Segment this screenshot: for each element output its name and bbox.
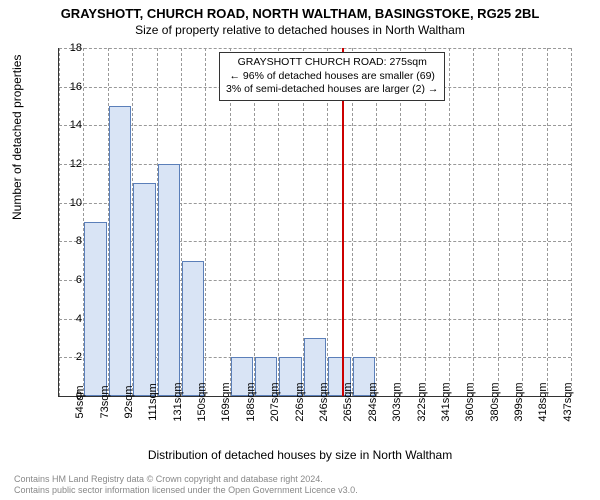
chart-subtitle: Size of property relative to detached ho… <box>0 21 600 37</box>
x-tick-label: 73sqm <box>99 385 111 418</box>
x-tick-label: 150sqm <box>196 382 208 421</box>
grid-line-v <box>571 48 572 396</box>
bar <box>84 222 106 396</box>
footer-line1: Contains HM Land Registry data © Crown c… <box>14 474 358 485</box>
grid-line-v <box>547 48 548 396</box>
grid-line-v <box>59 48 60 396</box>
info-box-line3: 3% of semi-detached houses are larger (2… <box>226 83 438 97</box>
info-box: GRAYSHOTT CHURCH ROAD: 275sqm← 96% of de… <box>219 52 445 101</box>
x-tick-label: 437sqm <box>562 382 574 421</box>
grid-line-v <box>522 48 523 396</box>
x-tick-label: 303sqm <box>391 382 403 421</box>
x-tick-label: 226sqm <box>294 382 306 421</box>
bar <box>133 183 155 396</box>
x-tick-label: 380sqm <box>489 382 501 421</box>
x-tick-label: 131sqm <box>172 382 184 421</box>
x-tick-label: 169sqm <box>220 382 232 421</box>
x-tick-label: 284sqm <box>367 382 379 421</box>
x-tick-label: 360sqm <box>464 382 476 421</box>
x-axis-label: Distribution of detached houses by size … <box>0 448 600 462</box>
chart-container: GRAYSHOTT, CHURCH ROAD, NORTH WALTHAM, B… <box>0 0 600 500</box>
y-tick-label: 14 <box>60 119 82 131</box>
bar <box>109 106 131 396</box>
info-box-line2: ← 96% of detached houses are smaller (69… <box>226 70 438 84</box>
y-tick-label: 16 <box>60 81 82 93</box>
y-tick-label: 2 <box>60 351 82 363</box>
grid-line-h <box>59 48 571 49</box>
y-axis-label: Number of detached properties <box>10 55 24 220</box>
y-tick-label: 8 <box>60 235 82 247</box>
y-tick-label: 4 <box>60 313 82 325</box>
grid-line-v <box>449 48 450 396</box>
grid-line-v <box>498 48 499 396</box>
grid-line-v <box>205 48 206 396</box>
footer-text: Contains HM Land Registry data © Crown c… <box>14 474 358 497</box>
y-tick-label: 12 <box>60 158 82 170</box>
grid-line-h <box>59 125 571 126</box>
x-tick-label: 265sqm <box>342 382 354 421</box>
x-tick-label: 54sqm <box>74 385 86 418</box>
x-tick-label: 322sqm <box>416 382 428 421</box>
bar <box>158 164 180 396</box>
x-tick-label: 188sqm <box>245 382 257 421</box>
x-tick-label: 111sqm <box>147 383 159 421</box>
plot-area: GRAYSHOTT CHURCH ROAD: 275sqm← 96% of de… <box>58 48 571 397</box>
footer-line2: Contains public sector information licen… <box>14 485 358 496</box>
y-tick-label: 18 <box>60 42 82 54</box>
info-box-line1: GRAYSHOTT CHURCH ROAD: 275sqm <box>226 56 438 70</box>
x-tick-label: 418sqm <box>537 382 549 421</box>
grid-line-v <box>473 48 474 396</box>
grid-line-h <box>59 164 571 165</box>
y-tick-label: 6 <box>60 274 82 286</box>
x-tick-label: 399sqm <box>513 382 525 421</box>
x-tick-label: 92sqm <box>123 385 135 418</box>
x-tick-label: 246sqm <box>318 382 330 421</box>
bar <box>182 261 204 396</box>
x-tick-label: 341sqm <box>440 382 452 421</box>
chart-title: GRAYSHOTT, CHURCH ROAD, NORTH WALTHAM, B… <box>0 0 600 21</box>
x-tick-label: 207sqm <box>269 382 281 421</box>
y-tick-label: 10 <box>60 197 82 209</box>
